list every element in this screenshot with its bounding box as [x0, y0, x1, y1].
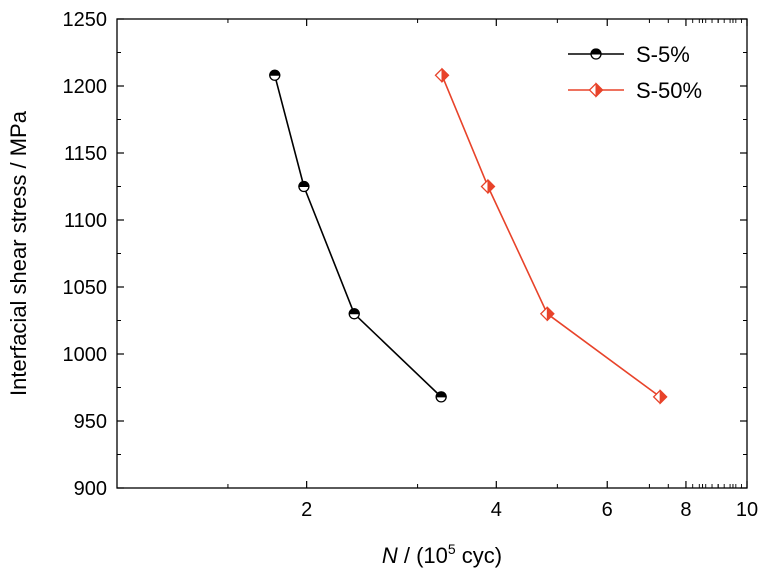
legend-label: S-50%: [636, 78, 702, 103]
legend-item-2: S-50%: [568, 78, 702, 103]
y-tick-label: 1000: [63, 344, 108, 366]
x-axis-title-exponent: 5: [448, 541, 456, 557]
marker-fill: [298, 181, 310, 187]
marker-fill: [546, 306, 555, 322]
data-point: [348, 308, 360, 320]
series-line: [441, 74, 661, 398]
y-tick-label: 1200: [63, 76, 108, 98]
data-point: [435, 391, 447, 403]
marker-fill: [441, 67, 450, 83]
marker-fill: [595, 82, 604, 98]
data-point: [298, 180, 310, 193]
y-tick-label: 1050: [63, 277, 108, 299]
legend-label: S-5%: [636, 42, 690, 67]
marker-fill: [487, 178, 496, 195]
legend-marker: [590, 48, 602, 60]
data-point: [269, 69, 281, 81]
x-axis-title-prefix: / (10: [398, 543, 448, 568]
marker-fill: [269, 69, 281, 76]
axes: 900 950 1000 1050 1100 1150 1200 1250 2 4 6 8 10: [63, 9, 759, 521]
marker-fill: [659, 389, 668, 405]
legend: S-5% S-50%: [568, 42, 702, 103]
y-tick-label: 950: [74, 411, 107, 433]
series-2: [434, 67, 668, 405]
y-tick-label: 1100: [64, 210, 107, 232]
marker-fill: [590, 48, 602, 55]
data-point: [539, 306, 555, 322]
y-tick-label: 1150: [64, 143, 107, 165]
y-tick-label: 900: [74, 478, 107, 500]
legend-item-1: S-5%: [568, 42, 690, 67]
marker-fill: [435, 391, 447, 398]
y-tick-label: 1250: [63, 9, 108, 31]
x-tick-label: 2: [301, 499, 312, 521]
x-tick-label: 10: [736, 499, 758, 521]
legend-marker: [588, 82, 604, 98]
series-line: [273, 75, 442, 398]
marker-fill: [348, 308, 360, 315]
data-point: [480, 178, 496, 195]
x-tick-label: 6: [602, 499, 613, 521]
x-axis-title: N / (105 cyc): [382, 541, 502, 568]
x-tick-label: 8: [680, 499, 691, 521]
x-tick-label: 4: [491, 499, 502, 521]
y-axis-title: Interfacial shear stress / MPa: [6, 110, 31, 396]
x-axis-title-suffix: cyc): [456, 543, 502, 568]
x-axis-title-symbol: N: [382, 543, 398, 568]
data-point: [652, 389, 668, 405]
data-point: [434, 67, 450, 83]
series-1: [269, 69, 447, 403]
series-group: [269, 67, 668, 405]
